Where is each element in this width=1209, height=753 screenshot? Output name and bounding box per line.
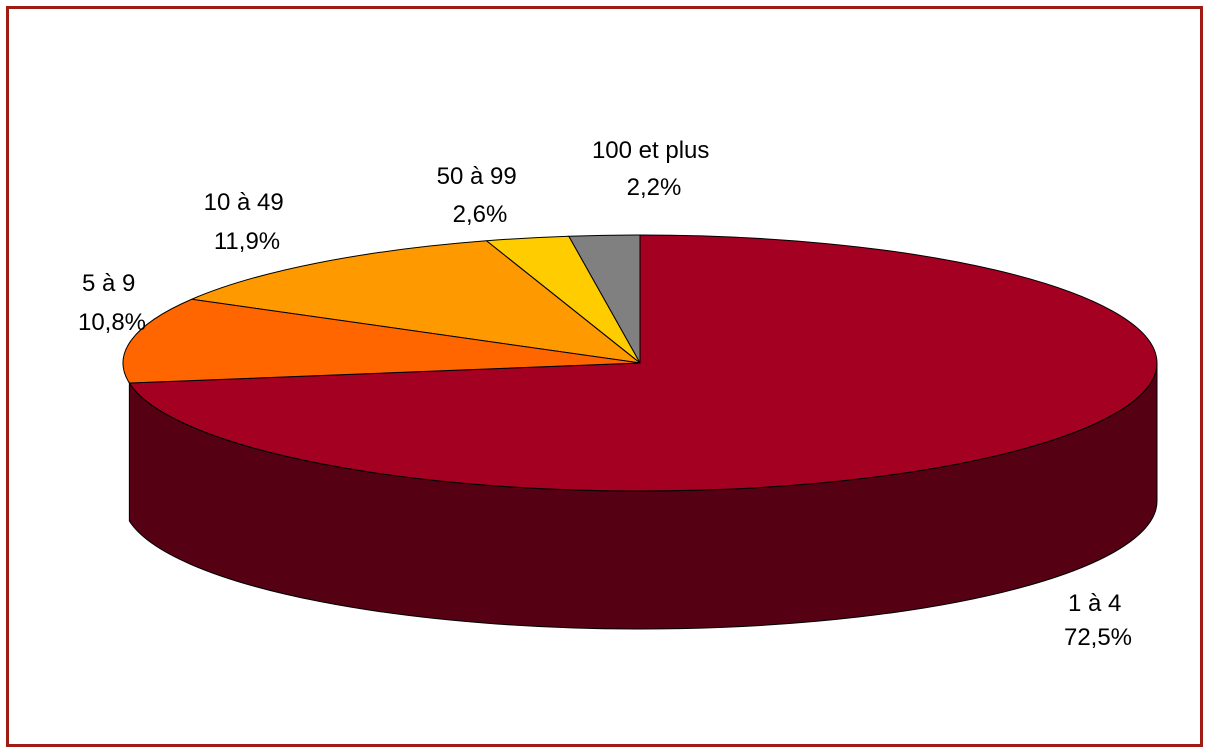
slice-label-category-50-a-99: 50 à 99 2,6% <box>437 163 524 228</box>
pie-labels: 1 à 4 72,5% 5 à 9 10,8% 10 à 49 11,9% 50… <box>78 137 1132 651</box>
pie-slice-5-a-9 <box>122 298 641 384</box>
slice-label-category-1-a-4: 1 à 4 72,5% <box>1064 590 1132 651</box>
slice-label-category-5-a-9: 5 à 9 10,8% <box>78 270 146 336</box>
pie-slice-1-a-4 <box>128 234 1158 492</box>
pie-slice-10-a-49 <box>191 240 641 364</box>
slice-label-category-100-et-plus: 100 et plus 2,2% <box>592 137 716 201</box>
slice-label-category-10-a-49: 10 à 49 11,9% <box>204 189 291 255</box>
pie-slices <box>122 234 1158 492</box>
